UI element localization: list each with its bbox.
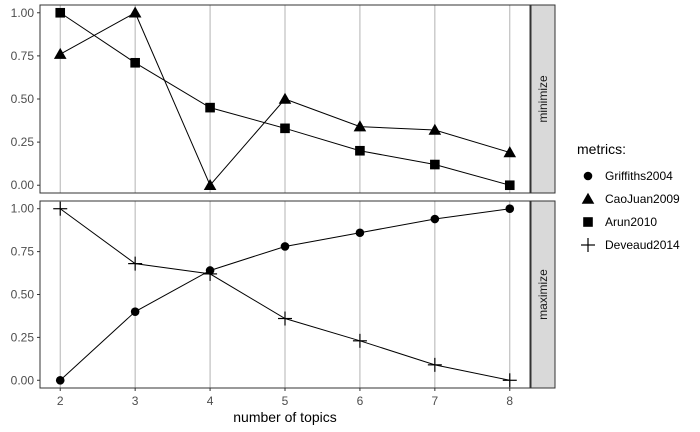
- legend-label-Arun2010: Arun2010: [605, 215, 657, 229]
- legend-label-CaoJuan2009: CaoJuan2009: [605, 192, 680, 206]
- x-tick-label: 7: [432, 394, 439, 408]
- data-point-Arun2010: [55, 7, 66, 18]
- data-point-Deveaud2014: [203, 266, 218, 281]
- data-point-Arun2010: [280, 123, 290, 134]
- data-point-Griffiths2004: [55, 375, 65, 385]
- data-point-CaoJuan2009: [428, 123, 442, 135]
- y-tick-label: 0.50: [11, 288, 35, 302]
- y-tick-label: 0.25: [11, 330, 35, 344]
- data-point-CaoJuan2009: [503, 146, 517, 158]
- legend-key-Arun2010: [583, 217, 593, 227]
- legend-key-CaoJuan2009: [581, 192, 595, 204]
- data-point-Deveaud2014: [278, 311, 292, 326]
- data-point-Deveaud2014: [502, 373, 517, 388]
- facet-strip-label: maximize: [536, 269, 550, 320]
- x-tick-label: 6: [357, 394, 364, 408]
- x-tick-label: 3: [132, 394, 139, 408]
- data-point-Arun2010: [355, 145, 365, 156]
- data-point-CaoJuan2009: [203, 178, 217, 190]
- data-point-Griffiths2004: [280, 242, 290, 251]
- data-point-CaoJuan2009: [353, 120, 367, 132]
- data-point-Arun2010: [130, 57, 140, 68]
- data-point-CaoJuan2009: [128, 6, 142, 18]
- x-tick-label: 4: [207, 394, 214, 408]
- legend-title: metrics:: [577, 141, 626, 157]
- x-tick-label: 8: [506, 394, 513, 408]
- panel-0-border: [39, 4, 531, 194]
- data-point-Griffiths2004: [430, 214, 440, 224]
- data-point-Deveaud2014: [427, 357, 442, 372]
- y-tick-label: 0.50: [11, 92, 35, 106]
- x-tick-label: 5: [282, 394, 289, 408]
- data-point-Arun2010: [504, 180, 515, 191]
- x-tick-label: 2: [57, 394, 64, 408]
- y-tick-label: 1.00: [11, 6, 35, 20]
- data-point-Deveaud2014: [53, 201, 68, 216]
- data-point-Deveaud2014: [352, 333, 367, 348]
- facet-strip-label: minimize: [536, 75, 550, 123]
- y-tick-label: 0.75: [11, 245, 35, 259]
- y-tick-label: 1.00: [11, 202, 35, 216]
- data-point-Arun2010: [430, 159, 440, 170]
- data-point-Griffiths2004: [130, 307, 140, 316]
- y-tick-label: 0.25: [11, 135, 35, 149]
- legend-label-Deveaud2014: Deveaud2014: [605, 238, 680, 252]
- facet-strip-minimize: [530, 4, 556, 194]
- data-point-Deveaud2014: [128, 256, 143, 271]
- data-point-CaoJuan2009: [278, 92, 292, 104]
- data-point-CaoJuan2009: [53, 47, 67, 59]
- y-tick-label: 0.00: [11, 373, 35, 387]
- legend-key-Griffiths2004: [583, 171, 593, 181]
- data-point-Arun2010: [205, 102, 215, 113]
- y-tick-label: 0.00: [11, 178, 35, 192]
- data-point-Griffiths2004: [355, 228, 365, 238]
- data-point-Griffiths2004: [505, 204, 515, 214]
- y-tick-label: 0.75: [11, 49, 35, 63]
- x-axis-title: number of topics: [233, 409, 337, 425]
- facet-strip-maximize: [530, 200, 556, 389]
- legend-key-Deveaud2014: [581, 238, 595, 252]
- legend-label-Griffiths2004: Griffiths2004: [605, 169, 673, 183]
